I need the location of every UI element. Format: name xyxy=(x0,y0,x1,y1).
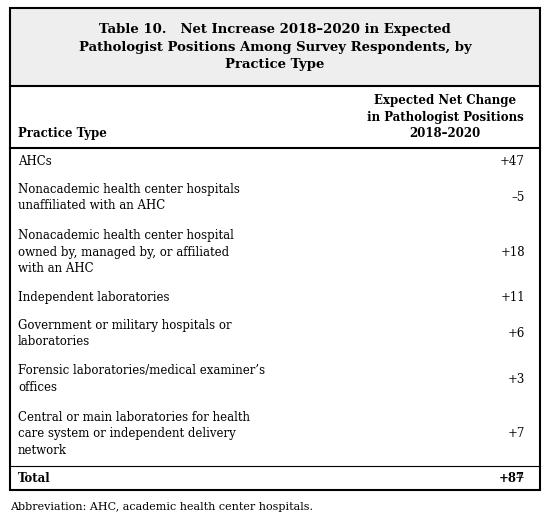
Text: Independent laboratories: Independent laboratories xyxy=(18,291,169,304)
Text: Nonacademic health center hospitals
unaffiliated with an AHC: Nonacademic health center hospitals unaf… xyxy=(18,182,240,212)
Text: Practice Type: Practice Type xyxy=(18,127,107,140)
Text: +18: +18 xyxy=(500,246,525,258)
Text: +7: +7 xyxy=(508,427,525,440)
Text: +87: +87 xyxy=(499,472,525,485)
Text: Table 10.   Net Increase 2018–2020 in Expected
Pathologist Positions Among Surve: Table 10. Net Increase 2018–2020 in Expe… xyxy=(79,23,471,71)
Text: +: + xyxy=(515,472,525,485)
Text: Government or military hospitals or
laboratories: Government or military hospitals or labo… xyxy=(18,319,232,349)
Text: +6: +6 xyxy=(508,327,525,340)
Text: AHCs: AHCs xyxy=(18,155,52,168)
Text: –5: –5 xyxy=(512,191,525,204)
Text: Forensic laboratories/medical examiner’s
offices: Forensic laboratories/medical examiner’s… xyxy=(18,364,265,394)
Text: +3: +3 xyxy=(508,373,525,386)
Text: Central or main laboratories for health
care system or independent delivery
netw: Central or main laboratories for health … xyxy=(18,411,250,457)
Text: +11: +11 xyxy=(500,291,525,304)
Text: Nonacademic health center hospital
owned by, managed by, or affiliated
with an A: Nonacademic health center hospital owned… xyxy=(18,229,234,275)
Text: Expected Net Change
in Pathologist Positions
2018–2020: Expected Net Change in Pathologist Posit… xyxy=(367,94,524,140)
Text: +47: +47 xyxy=(500,155,525,168)
Bar xyxy=(10,8,540,86)
Text: Total: Total xyxy=(18,472,51,485)
Text: +87: +87 xyxy=(500,472,525,485)
Text: Abbreviation: AHC, academic health center hospitals.: Abbreviation: AHC, academic health cente… xyxy=(10,502,313,512)
